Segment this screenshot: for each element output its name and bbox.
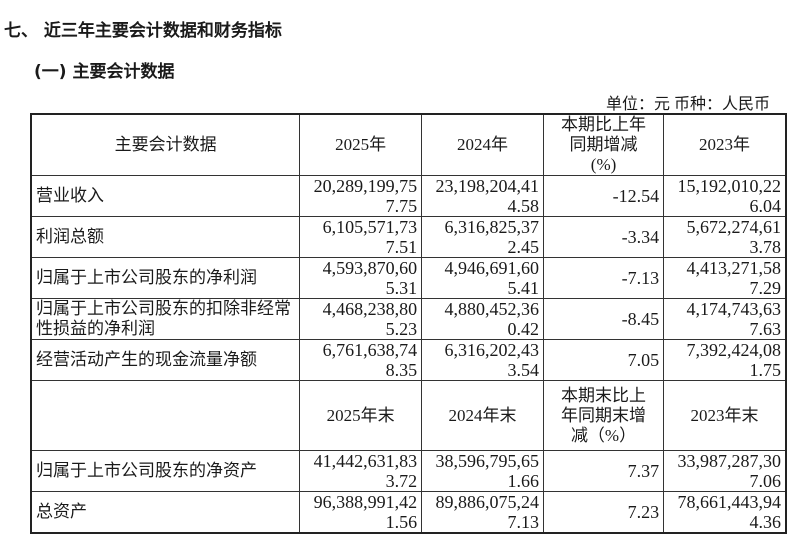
column-header: 主要会计数据 <box>30 113 301 176</box>
cell-v2024: 4,946,691,605.41 <box>421 257 544 299</box>
column-header: 2025年末 <box>299 380 423 451</box>
column-header <box>30 380 301 451</box>
cell-value: 38,596,795,651.66 <box>435 451 539 491</box>
cell-label: 归属于上市公司股东的净资产 <box>30 450 301 492</box>
cell-label: 归属于上市公司股东的净利润 <box>30 257 301 299</box>
table-row: 经营活动产生的现金流量净额 6,761,638,748.35 6,316,202,4… <box>30 339 787 381</box>
table-row: 归属于上市公司股东的净资产 41,442,631,833.72 38,596,795… <box>30 450 787 492</box>
cell-value: 7,392,424,081.75 <box>686 340 782 380</box>
cell-value: 89,886,075,247.13 <box>435 492 539 532</box>
cell-v2025: 20,289,199,757.75 <box>299 175 423 217</box>
cell-v2023: 7,392,424,081.75 <box>663 339 787 381</box>
subsection-heading: (一) 主要会计数据 <box>34 62 175 82</box>
accounting-data-table: 主要会计数据 2025年 2024年 本期比上年同期增减(%) 2023年 营业收入 20,… <box>30 113 787 534</box>
cell-value: 4,468,238,805.23 <box>322 299 418 339</box>
cell-change: -12.54 <box>542 175 665 217</box>
cell-value: 4,880,452,360.42 <box>444 299 539 339</box>
cell-value: 15,192,010,226.04 <box>677 176 782 216</box>
header-row: 主要会计数据 2025年 2024年 本期比上年同期增减(%) 2023年 <box>30 113 787 176</box>
cell-value: 6,761,638,748.35 <box>322 340 418 380</box>
cell-v2023: 5,672,274,613.78 <box>663 216 787 258</box>
cell-value: 6,316,202,433.54 <box>444 340 539 380</box>
table-row: 归属于上市公司股东的净利润 4,593,870,605.31 4,946,691,6… <box>30 257 787 299</box>
cell-v2024: 23,198,204,414.58 <box>421 175 544 217</box>
column-header: 2025年 <box>299 113 423 176</box>
cell-change: 7.05 <box>542 339 665 381</box>
cell-v2024: 6,316,202,433.54 <box>421 339 544 381</box>
column-header: 2023年末 <box>663 380 787 451</box>
column-header: 2024年 <box>421 113 544 176</box>
cell-v2023: 33,987,287,307.06 <box>663 450 787 492</box>
cell-v2024: 38,596,795,651.66 <box>421 450 544 492</box>
cell-change: -8.45 <box>542 298 665 340</box>
cell-v2025: 6,761,638,748.35 <box>299 339 423 381</box>
cell-value: 5,672,274,613.78 <box>686 217 782 257</box>
cell-v2025: 4,593,870,605.31 <box>299 257 423 299</box>
cell-change: -7.13 <box>542 257 665 299</box>
cell-v2023: 4,413,271,587.29 <box>663 257 787 299</box>
cell-value: 78,661,443,944.36 <box>677 492 782 532</box>
cell-value: 41,442,631,833.72 <box>313 451 418 491</box>
cell-value: 23,198,204,414.58 <box>435 176 539 216</box>
cell-v2023: 15,192,010,226.04 <box>663 175 787 217</box>
table-row: 营业收入 20,289,199,757.75 23,198,204,414.58 -1… <box>30 175 787 217</box>
cell-value: 4,593,870,605.31 <box>322 258 418 298</box>
cell-change: 7.23 <box>542 491 665 534</box>
cell-v2024: 89,886,075,247.13 <box>421 491 544 534</box>
cell-value: 4,413,271,587.29 <box>686 258 782 298</box>
unit-note: 单位：元 币种：人民币 <box>605 96 770 113</box>
cell-value: 4,946,691,605.41 <box>444 258 539 298</box>
cell-label: 营业收入 <box>30 175 301 217</box>
header-row: 2025年末 2024年末 本期末比上年同期末增减（%） 2023年末 <box>30 380 787 451</box>
cell-change: -3.34 <box>542 216 665 258</box>
cell-change: 7.37 <box>542 450 665 492</box>
cell-value: 4,174,743,637.63 <box>686 299 782 339</box>
column-header: 本期比上年同期增减(%) <box>542 113 665 176</box>
cell-v2025: 4,468,238,805.23 <box>299 298 423 340</box>
cell-v2023: 78,661,443,944.36 <box>663 491 787 534</box>
column-header: 2024年末 <box>421 380 544 451</box>
cell-v2025: 6,105,571,737.51 <box>299 216 423 258</box>
section-heading: 七、 近三年主要会计数据和财务指标 <box>4 21 282 41</box>
table-row: 总资产 96,388,991,421.56 89,886,075,247.13 7.2… <box>30 491 787 534</box>
cell-v2025: 41,442,631,833.72 <box>299 450 423 492</box>
cell-label: 归属于上市公司股东的扣除非经常性损益的净利润 <box>30 298 301 340</box>
cell-v2024: 6,316,825,372.45 <box>421 216 544 258</box>
table-row: 利润总额 6,105,571,737.51 6,316,825,372.45 -3.3… <box>30 216 787 258</box>
cell-value: 20,289,199,757.75 <box>313 176 418 216</box>
column-header: 本期末比上年同期末增减（%） <box>542 380 665 451</box>
cell-v2023: 4,174,743,637.63 <box>663 298 787 340</box>
cell-label: 经营活动产生的现金流量净额 <box>30 339 301 381</box>
table-row: 归属于上市公司股东的扣除非经常性损益的净利润 4,468,238,805.23 4,… <box>30 298 787 340</box>
cell-value: 6,105,571,737.51 <box>322 217 418 257</box>
column-header: 2023年 <box>663 113 787 176</box>
cell-label: 利润总额 <box>30 216 301 258</box>
cell-label: 总资产 <box>30 491 301 534</box>
cell-value: 6,316,825,372.45 <box>444 217 539 257</box>
cell-v2024: 4,880,452,360.42 <box>421 298 544 340</box>
cell-v2025: 96,388,991,421.56 <box>299 491 423 534</box>
cell-value: 33,987,287,307.06 <box>677 451 782 491</box>
cell-value: 96,388,991,421.56 <box>313 492 418 532</box>
